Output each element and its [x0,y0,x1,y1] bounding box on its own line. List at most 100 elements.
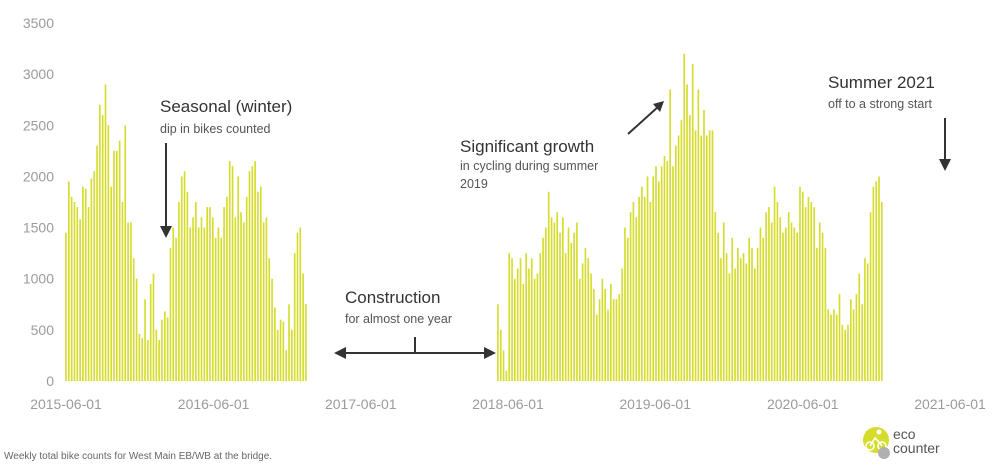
bar [248,171,251,381]
bar [237,176,240,381]
bar [293,253,296,381]
bar [209,207,211,381]
annotation-construction-arrow-right [484,347,496,359]
bar [265,217,268,381]
bar [866,263,869,381]
bar [550,217,553,381]
bar [759,227,762,381]
bar [200,217,203,381]
bar [875,181,878,381]
bar [824,248,827,381]
bar [711,130,714,381]
bar [646,176,649,381]
bar [615,299,618,381]
bar [587,258,590,381]
bar [649,202,652,381]
bar [84,188,87,381]
bar [508,253,511,381]
bar [677,135,680,381]
bar [144,299,146,381]
bar [116,150,118,381]
bar [737,248,739,381]
bar [573,232,575,381]
annotation-construction-title: Construction [345,288,440,307]
bar [768,207,770,381]
bar [220,237,223,381]
bar [70,196,73,381]
bar [641,186,643,381]
bar [121,202,124,381]
bar [259,186,262,381]
bar [700,135,702,381]
bar [124,125,127,381]
logo-text-counter: counter [893,440,940,456]
bar [570,242,573,381]
bar [830,314,832,381]
bar [869,212,872,381]
bar [816,248,818,381]
bar [519,258,522,381]
y-tick-label: 1000 [23,271,54,287]
bar [251,166,254,381]
bar [158,340,160,381]
bar [753,268,756,381]
x-tick-label: 2021-06-01 [914,396,986,412]
cyclist-icon [863,427,890,459]
bar [271,278,273,381]
bar [539,253,542,381]
bar [96,145,98,381]
bar [804,207,807,381]
bar [214,237,217,381]
bar [152,273,155,381]
bar [818,222,821,381]
bar [601,278,604,381]
bar [762,237,765,381]
bar [522,283,525,381]
bar [276,329,279,381]
annotation-summer-2021-subtitle: off to a strong start [828,97,933,111]
bar [813,207,815,381]
bar [211,217,214,381]
bar [556,212,559,381]
bar [135,278,138,381]
bar [807,196,810,381]
bar [305,304,307,381]
bar [245,196,248,381]
bar [612,299,615,381]
bar [530,258,533,381]
x-tick-label: 2020-06-01 [767,396,839,412]
y-tick-label: 3500 [23,15,54,31]
bar [186,191,189,381]
bar [533,278,536,381]
annotation-seasonal: Seasonal (winter) dip in bikes counted [160,97,292,238]
annotation-construction-arrow-left [334,347,346,359]
x-tick-label: 2016-06-01 [178,396,250,412]
bar [765,212,767,381]
bar [779,217,782,381]
bar [595,314,598,381]
x-tick-label: 2015-06-01 [30,396,102,412]
bar [669,89,671,382]
bar [855,294,858,381]
bar [231,166,234,381]
bar [748,237,750,381]
bar [841,324,844,381]
bar [203,227,206,381]
bar [776,202,779,381]
bar [717,232,719,381]
bar [104,84,107,382]
bar [635,217,638,381]
bar [291,329,293,381]
bar [674,145,677,381]
bar [166,317,169,381]
bar [593,288,595,381]
y-tick-label: 3000 [23,66,54,82]
bar [728,273,731,381]
bar [722,222,725,381]
bar [714,212,717,381]
bar [731,237,734,381]
bar [708,130,711,381]
bar [243,222,245,381]
bar [638,196,640,381]
x-tick-label: 2017-06-01 [325,396,397,412]
